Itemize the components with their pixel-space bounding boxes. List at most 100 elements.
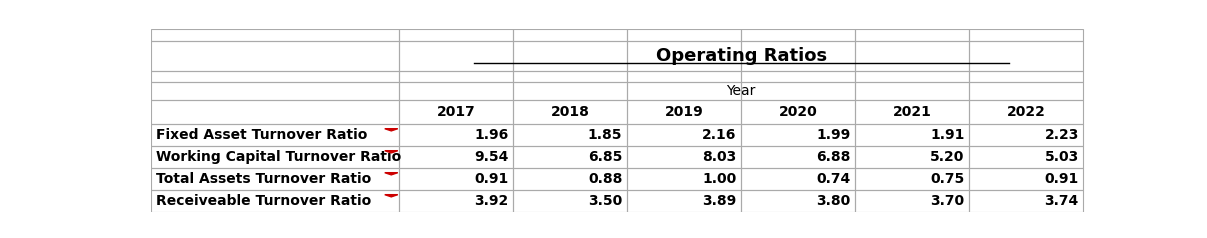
Text: 0.88: 0.88	[588, 172, 623, 186]
Bar	[513, 100, 626, 124]
Text: Total Assets Turnover Ratio: Total Assets Turnover Ratio	[157, 172, 372, 186]
Polygon shape	[385, 129, 398, 131]
Bar	[741, 41, 856, 71]
Text: 0.91: 0.91	[1044, 172, 1079, 186]
Text: 2.23: 2.23	[1044, 128, 1079, 142]
Bar	[741, 71, 856, 82]
Bar	[741, 82, 856, 100]
Bar	[969, 71, 1084, 82]
Bar	[856, 82, 969, 100]
Text: 9.54: 9.54	[474, 150, 508, 164]
Bar	[398, 124, 513, 146]
Bar	[398, 29, 513, 41]
Polygon shape	[385, 173, 398, 175]
Text: 1.00: 1.00	[702, 172, 736, 186]
Text: 3.92: 3.92	[474, 194, 508, 208]
Bar	[741, 100, 856, 124]
Bar	[151, 29, 398, 41]
Text: 0.91: 0.91	[474, 172, 508, 186]
Text: Operating Ratios: Operating Ratios	[655, 47, 827, 65]
Bar	[969, 190, 1084, 212]
Bar	[969, 29, 1084, 41]
Bar	[626, 29, 741, 41]
Bar	[626, 82, 741, 100]
Bar	[856, 41, 969, 71]
Bar	[969, 100, 1084, 124]
Text: 2020: 2020	[779, 105, 817, 119]
Bar	[398, 168, 513, 190]
Bar	[626, 41, 741, 71]
Text: 3.50: 3.50	[588, 194, 623, 208]
Bar	[151, 41, 398, 71]
Bar	[856, 71, 969, 82]
Bar	[741, 124, 856, 146]
Bar	[398, 146, 513, 168]
Text: Fixed Asset Turnover Ratio: Fixed Asset Turnover Ratio	[157, 128, 368, 142]
Text: 1.99: 1.99	[816, 128, 851, 142]
Polygon shape	[385, 151, 398, 153]
Text: 2022: 2022	[1007, 105, 1046, 119]
Bar	[398, 100, 513, 124]
Text: 2017: 2017	[437, 105, 476, 119]
Bar	[151, 100, 398, 124]
Text: Receiveable Turnover Ratio: Receiveable Turnover Ratio	[157, 194, 372, 208]
Bar	[151, 82, 398, 100]
Text: 8.03: 8.03	[702, 150, 736, 164]
Text: 2018: 2018	[550, 105, 589, 119]
Text: 0.74: 0.74	[816, 172, 851, 186]
Text: 6.88: 6.88	[816, 150, 851, 164]
Bar	[151, 168, 398, 190]
Text: 6.85: 6.85	[588, 150, 623, 164]
Bar	[398, 82, 513, 100]
Bar	[856, 190, 969, 212]
Bar	[856, 124, 969, 146]
Bar	[151, 124, 398, 146]
Bar	[513, 41, 626, 71]
Text: 1.91: 1.91	[931, 128, 964, 142]
Bar	[398, 41, 513, 71]
Bar	[513, 168, 626, 190]
Bar	[626, 146, 741, 168]
Bar	[741, 146, 856, 168]
Bar	[626, 168, 741, 190]
Bar	[626, 190, 741, 212]
Text: 2019: 2019	[665, 105, 704, 119]
Bar	[856, 146, 969, 168]
Bar	[513, 190, 626, 212]
Polygon shape	[385, 195, 398, 197]
Bar	[513, 29, 626, 41]
Bar	[151, 190, 398, 212]
Text: 3.70: 3.70	[931, 194, 964, 208]
Text: 3.80: 3.80	[816, 194, 851, 208]
Bar	[151, 71, 398, 82]
Bar	[969, 146, 1084, 168]
Bar	[626, 100, 741, 124]
Bar	[969, 124, 1084, 146]
Text: 0.75: 0.75	[931, 172, 964, 186]
Bar	[151, 146, 398, 168]
Text: 5.03: 5.03	[1044, 150, 1079, 164]
Bar	[856, 168, 969, 190]
Bar	[398, 190, 513, 212]
Bar	[513, 82, 626, 100]
Bar	[626, 124, 741, 146]
Text: Year: Year	[727, 84, 756, 98]
Bar	[513, 124, 626, 146]
Text: Working Capital Turnover Ratio: Working Capital Turnover Ratio	[157, 150, 402, 164]
Text: 1.96: 1.96	[474, 128, 508, 142]
Bar	[513, 71, 626, 82]
Text: 2021: 2021	[893, 105, 932, 119]
Bar	[969, 41, 1084, 71]
Bar	[741, 29, 856, 41]
Text: 3.89: 3.89	[702, 194, 736, 208]
Bar	[626, 71, 741, 82]
Bar	[856, 29, 969, 41]
Bar	[513, 146, 626, 168]
Text: 2.16: 2.16	[702, 128, 736, 142]
Text: 1.85: 1.85	[588, 128, 623, 142]
Bar	[969, 82, 1084, 100]
Bar	[741, 168, 856, 190]
Bar	[969, 168, 1084, 190]
Bar	[856, 100, 969, 124]
Text: 3.74: 3.74	[1044, 194, 1079, 208]
